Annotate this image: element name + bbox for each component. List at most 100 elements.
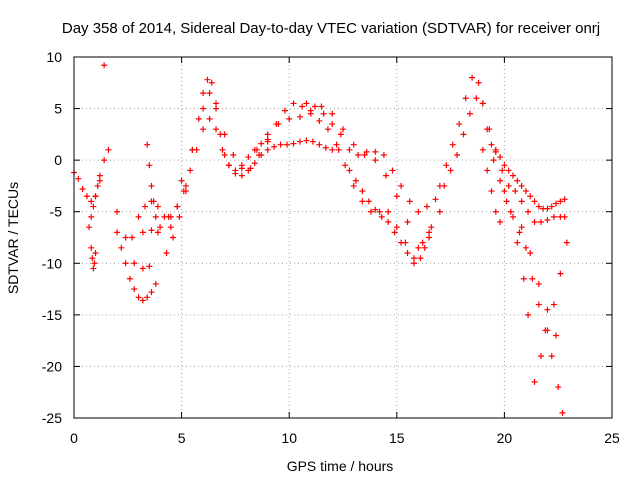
data-point — [275, 121, 282, 128]
data-point — [225, 162, 232, 169]
data-point — [359, 198, 366, 205]
data-point — [531, 378, 538, 385]
data-point — [129, 234, 136, 241]
data-point — [163, 249, 170, 256]
data-point — [290, 100, 297, 107]
data-point — [391, 229, 398, 236]
data-point — [148, 289, 155, 296]
data-point — [139, 265, 146, 272]
data-point — [479, 146, 486, 153]
data-point — [398, 182, 405, 189]
data-point — [525, 311, 532, 318]
x-tick-label: 20 — [497, 430, 513, 446]
data-point — [146, 263, 153, 270]
data-point — [232, 170, 239, 177]
data-point — [264, 146, 271, 153]
data-point — [167, 213, 174, 220]
x-tick-label: 25 — [604, 430, 620, 446]
data-point — [514, 177, 521, 184]
data-point — [479, 100, 486, 107]
data-point — [411, 255, 418, 262]
data-point — [195, 115, 202, 122]
data-point — [182, 182, 189, 189]
data-point — [447, 167, 454, 174]
data-point — [206, 115, 213, 122]
series-arc-k — [167, 115, 342, 220]
y-tick-label: -5 — [50, 204, 63, 220]
data-point — [152, 280, 159, 287]
data-point — [544, 327, 551, 334]
data-point — [426, 229, 433, 236]
data-point — [221, 151, 228, 158]
data-point — [135, 294, 142, 301]
data-point — [466, 110, 473, 117]
data-point — [322, 144, 329, 151]
data-point — [460, 131, 467, 138]
data-point — [393, 193, 400, 200]
data-point — [178, 177, 185, 184]
data-point — [253, 146, 260, 153]
data-point — [385, 219, 392, 226]
data-point — [208, 79, 215, 86]
data-point — [415, 244, 422, 251]
data-point — [365, 198, 372, 205]
data-point — [456, 121, 463, 128]
series-arc-m — [253, 103, 443, 251]
y-axis-title: SDTVAR / TECUs — [5, 182, 21, 294]
data-point — [118, 244, 125, 251]
data-point — [303, 137, 310, 144]
data-point — [393, 224, 400, 231]
data-point — [359, 188, 366, 195]
data-point — [316, 117, 323, 124]
data-point — [320, 110, 327, 117]
data-point — [245, 154, 252, 161]
data-point — [88, 244, 95, 251]
series-arc-r — [479, 146, 504, 226]
data-point — [200, 126, 207, 133]
data-point — [406, 198, 413, 205]
data-point — [307, 107, 314, 114]
data-point — [238, 165, 245, 172]
series-arc-o — [346, 167, 433, 267]
data-point — [335, 146, 342, 153]
data-point — [176, 213, 183, 220]
data-point — [389, 167, 396, 174]
series-arc-t — [501, 188, 532, 318]
data-point — [544, 216, 551, 223]
data-point — [101, 62, 108, 69]
data-point — [213, 126, 220, 133]
data-point — [518, 198, 525, 205]
data-point — [131, 286, 138, 293]
data-point — [443, 162, 450, 169]
data-point — [94, 182, 101, 189]
data-point — [174, 203, 181, 210]
series-arc-e — [114, 229, 159, 304]
data-point — [497, 177, 504, 184]
data-point — [329, 146, 336, 153]
data-point — [531, 219, 538, 226]
data-point — [432, 196, 439, 203]
data-point — [372, 157, 379, 164]
data-point — [488, 188, 495, 195]
data-point — [284, 141, 291, 148]
data-point — [256, 151, 263, 158]
data-point — [114, 229, 121, 236]
y-tick-label: -20 — [42, 358, 62, 374]
data-point — [144, 141, 151, 148]
data-point — [507, 208, 514, 215]
data-point — [501, 162, 508, 169]
data-point — [258, 140, 265, 147]
data-point — [200, 105, 207, 112]
data-point — [557, 270, 564, 277]
data-point — [531, 198, 538, 205]
x-tick-label: 5 — [178, 430, 186, 446]
x-tick-label: 15 — [389, 430, 405, 446]
data-point — [126, 275, 133, 282]
data-point — [271, 143, 278, 150]
data-point — [378, 213, 385, 220]
data-point — [527, 249, 534, 256]
data-point — [303, 100, 310, 107]
data-point — [355, 151, 362, 158]
series-arc-h — [144, 141, 161, 236]
